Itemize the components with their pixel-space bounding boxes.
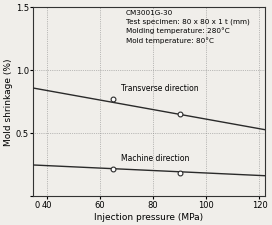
Point: [177, 171, 182, 175]
Text: 0: 0: [35, 200, 40, 209]
Text: Machine direction: Machine direction: [121, 154, 189, 163]
Point: [111, 168, 115, 171]
Text: Transverse direction: Transverse direction: [121, 84, 199, 93]
Text: CM3001G-30
Test specimen: 80 x 80 x 1 t (mm)
Molding temperature: 280°C
Mold tem: CM3001G-30 Test specimen: 80 x 80 x 1 t …: [126, 9, 250, 43]
X-axis label: Injection pressure (MPa): Injection pressure (MPa): [94, 212, 203, 221]
Point: [177, 112, 182, 116]
Y-axis label: Mold shrinkage (%): Mold shrinkage (%): [4, 58, 13, 145]
Point: [111, 97, 115, 101]
